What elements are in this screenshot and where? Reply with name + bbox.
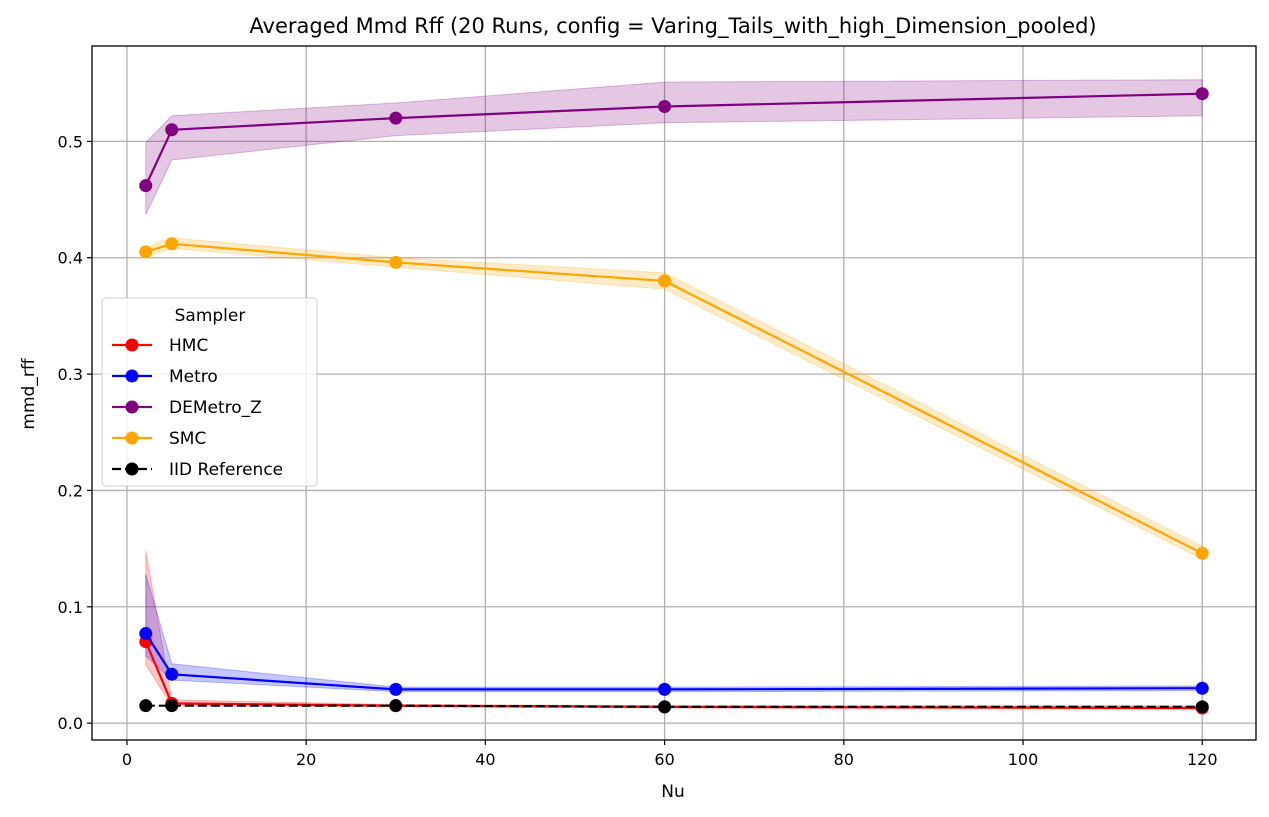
band-demetro-z bbox=[145, 79, 1203, 215]
x-tick-label-4: 80 bbox=[834, 750, 854, 769]
legend-label-demetro-z: DEMetro_Z bbox=[169, 398, 262, 418]
legend-label-smc: SMC bbox=[169, 429, 206, 449]
y-tick-label-5: 0.5 bbox=[58, 132, 83, 151]
point-smc-3 bbox=[658, 274, 672, 288]
x-axis-label: Nu bbox=[661, 782, 685, 802]
y-tick-label-3: 0.3 bbox=[58, 365, 83, 384]
x-tick-label-5: 100 bbox=[1008, 750, 1039, 769]
y-tick-label-1: 0.1 bbox=[58, 598, 83, 617]
legend-label-metro: Metro bbox=[169, 367, 218, 387]
legend-title: Sampler bbox=[175, 306, 246, 326]
line-layer bbox=[139, 87, 1209, 715]
legend: Sampler HMC Metro DEMetro_Z SMC IID Referenc… bbox=[101, 297, 318, 487]
point-smc-2 bbox=[389, 255, 403, 269]
point-smc-0 bbox=[139, 245, 153, 259]
chart-title: Averaged Mmd Rff (20 Runs, config = Vari… bbox=[249, 14, 1096, 39]
point-smc-4 bbox=[1195, 546, 1209, 560]
legend-label-hmc: HMC bbox=[169, 336, 208, 356]
point-iid-reference-0 bbox=[139, 699, 153, 713]
point-metro-1 bbox=[165, 667, 179, 681]
legend-marker-iid-reference bbox=[125, 462, 139, 476]
y-tick-label-4: 0.4 bbox=[58, 249, 83, 268]
point-demetro-z-3 bbox=[658, 99, 672, 113]
legend-marker-smc bbox=[125, 431, 139, 445]
legend-entries: HMC Metro DEMetro_Z SMC IID Reference bbox=[112, 336, 283, 480]
y-tick-label-0: 0.0 bbox=[58, 714, 83, 733]
legend-box bbox=[101, 297, 318, 487]
plot-frame bbox=[91, 45, 1257, 741]
point-iid-reference-1 bbox=[165, 699, 179, 713]
x-tick-label-2: 40 bbox=[475, 750, 495, 769]
x-tick-label-1: 20 bbox=[296, 750, 316, 769]
legend-marker-metro bbox=[125, 369, 139, 383]
point-smc-1 bbox=[165, 237, 179, 251]
point-metro-2 bbox=[389, 682, 403, 696]
x-tick-label-6: 120 bbox=[1187, 750, 1218, 769]
point-metro-4 bbox=[1195, 681, 1209, 695]
legend-label-iid-reference: IID Reference bbox=[169, 460, 283, 480]
point-metro-0 bbox=[139, 627, 153, 641]
legend-marker-demetro-z bbox=[125, 400, 139, 414]
point-demetro-z-2 bbox=[389, 111, 403, 125]
point-demetro-z-1 bbox=[165, 123, 179, 137]
point-iid-reference-3 bbox=[658, 700, 672, 714]
y-tick-label-2: 0.2 bbox=[58, 481, 83, 500]
series-line-iid-reference bbox=[145, 704, 1203, 708]
point-demetro-z-0 bbox=[139, 179, 153, 193]
x-tick-label-3: 60 bbox=[654, 750, 674, 769]
point-iid-reference-4 bbox=[1195, 700, 1209, 714]
legend-marker-hmc bbox=[125, 338, 139, 352]
point-iid-reference-2 bbox=[389, 699, 403, 713]
axis-layer: 0 20 40 60 80 100 120 0.0 0.1 0.2 0.3 0.4 0.5 bbox=[58, 45, 1257, 769]
point-demetro-z-4 bbox=[1195, 87, 1209, 101]
point-metro-3 bbox=[658, 682, 672, 696]
x-tick-label-0: 0 bbox=[122, 750, 132, 769]
y-axis-label: mmd_rff bbox=[19, 357, 39, 429]
